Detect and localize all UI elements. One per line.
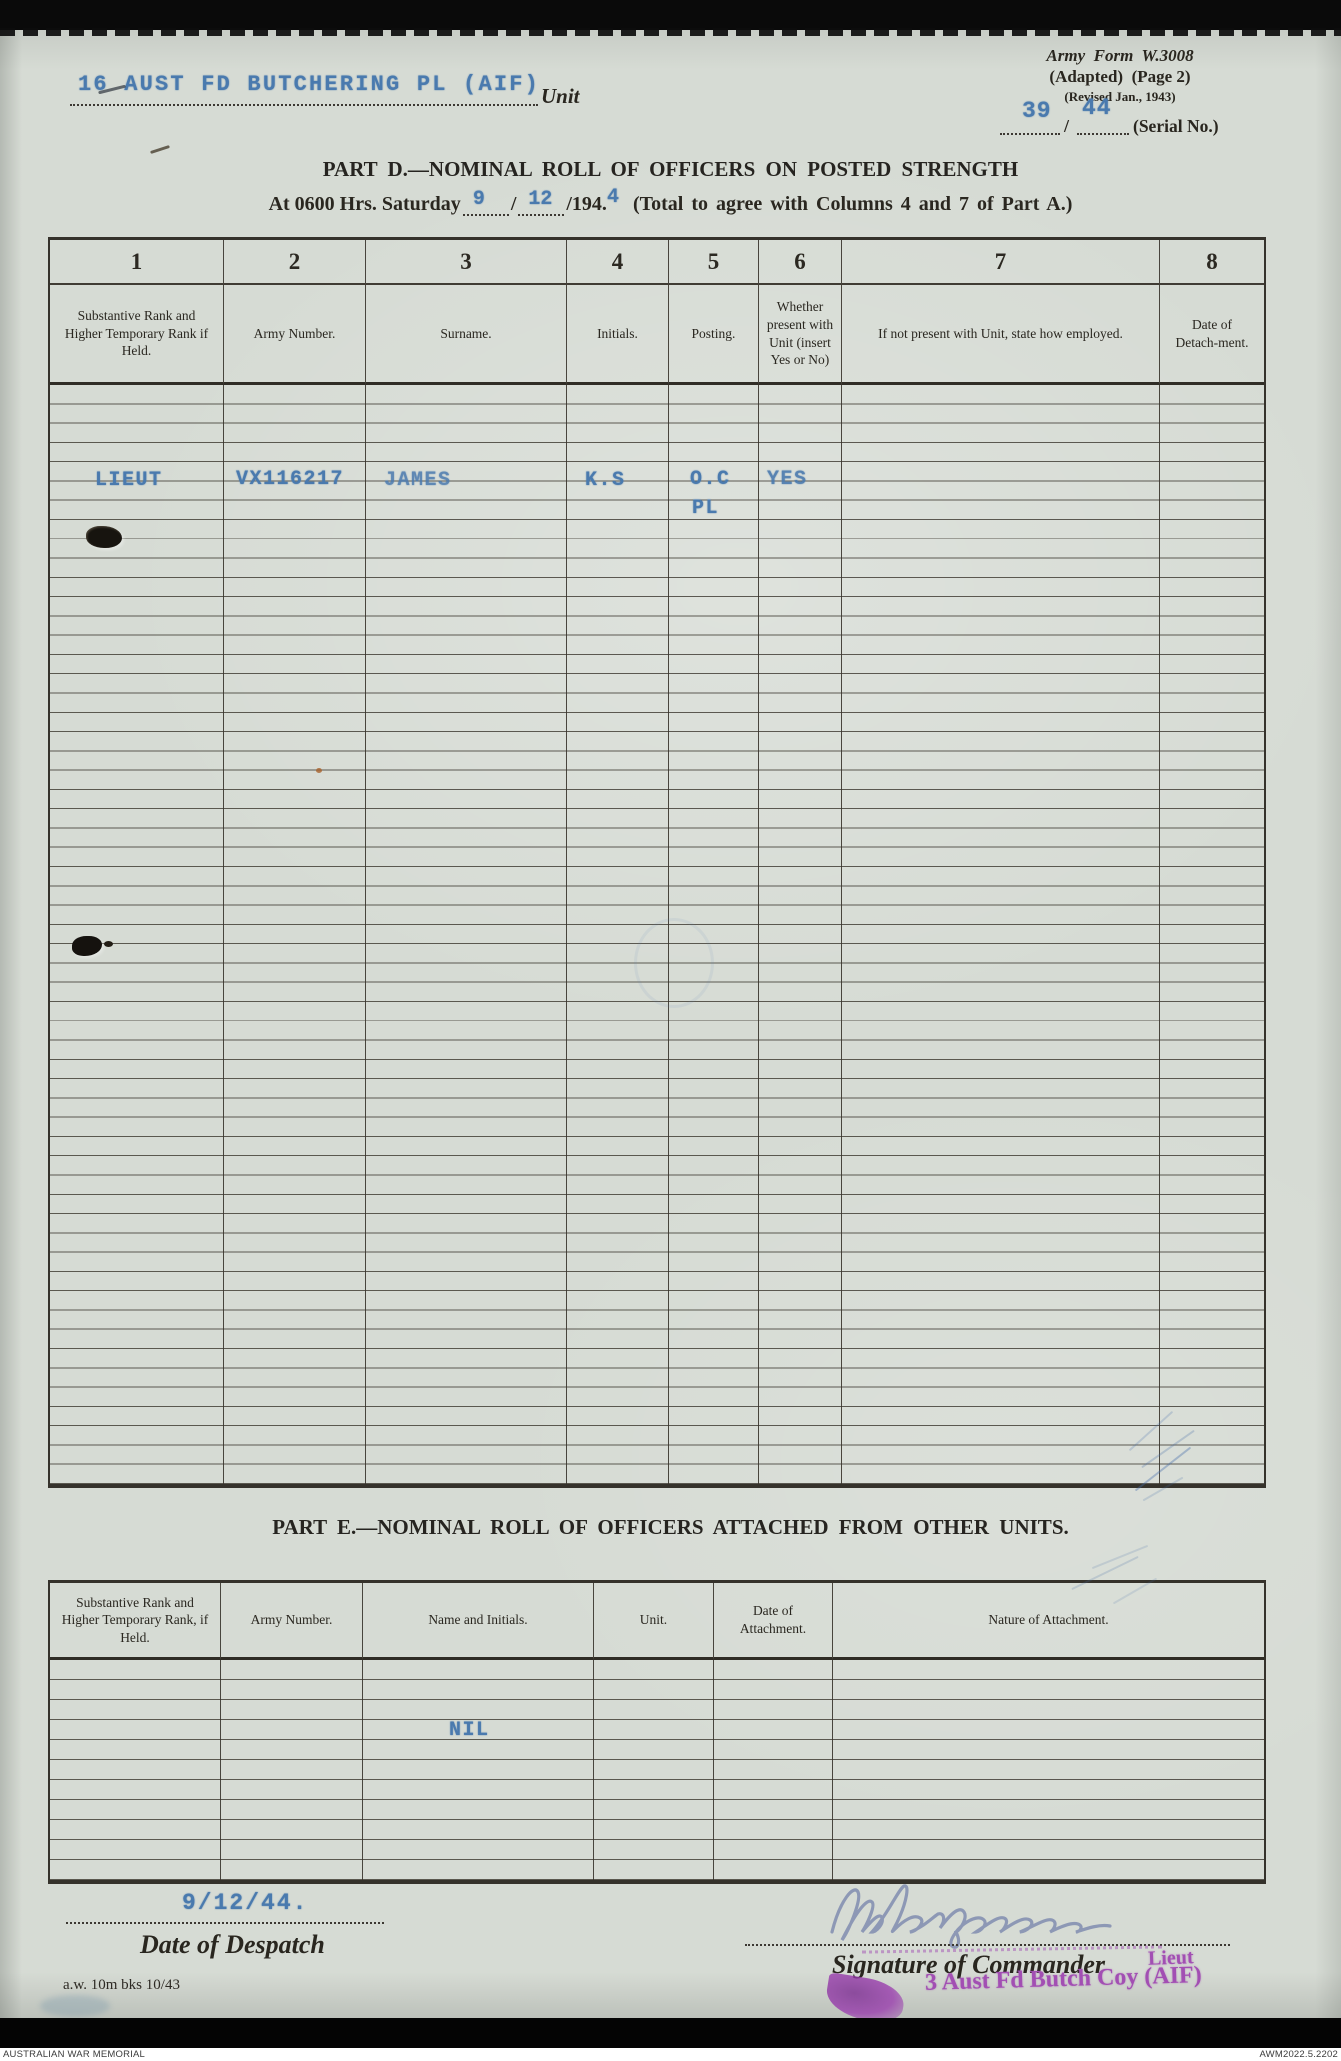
- col-4-number: 4: [567, 240, 669, 285]
- form-adapted-line: (Adapted) (Page 2): [1049, 67, 1191, 86]
- e-col-name-header: Name and Initials.: [363, 1583, 594, 1660]
- part-d-body-col-8: [1160, 385, 1264, 1484]
- e-col-date-header: Date of Attachment.: [714, 1583, 833, 1660]
- col-initials-header: Initials.: [567, 285, 669, 385]
- entry-present: YES: [767, 468, 808, 491]
- serial-slash: /: [1064, 116, 1070, 136]
- part-d-body-col-1: [50, 385, 224, 1484]
- entry-initials: K.S: [585, 469, 626, 492]
- datetime-post-text: (Total to agree with Columns 4 and 7 of …: [632, 193, 1073, 215]
- part-d-body-col-3: [366, 385, 567, 1484]
- part-e-nil-entry: NIL: [449, 1719, 490, 1742]
- part-d-datetime-line: At 0600 Hrs. Saturday 9 / 12 /194. 4 (To…: [0, 188, 1341, 216]
- scan-bottom-black-bar: [0, 2018, 1341, 2048]
- datetime-pre-text: At 0600 Hrs. Saturday: [268, 193, 461, 215]
- serial-year-typed: 44: [1082, 95, 1112, 121]
- despatch-dotted-line: [66, 1922, 384, 1924]
- col-6-number: 6: [759, 240, 842, 285]
- date-month-slot: 12: [518, 190, 565, 216]
- col-1-number: 1: [50, 240, 224, 285]
- part-d-title: PART D.—NOMINAL ROLL OF OFFICERS ON POST…: [322, 157, 1019, 181]
- part-d-body-col-6: [759, 385, 842, 1484]
- signature-label: Signature of Commander: [832, 1950, 1106, 1979]
- serial-dotted-2: [1077, 133, 1129, 135]
- blue-edge-stain: [40, 1995, 110, 2017]
- e-col-unit-header: Unit.: [594, 1583, 714, 1660]
- serial-day-typed: 39: [1022, 98, 1052, 124]
- serial-dotted-1: [1000, 133, 1060, 135]
- awm-footer-right: AWM2022.5.2202: [1259, 2049, 1338, 2060]
- form-name: Army Form W.3008: [1046, 46, 1194, 65]
- paper-hole-2: [72, 936, 102, 956]
- paper-hole-2b: [104, 941, 113, 947]
- col-posting-header: Posting.: [669, 285, 759, 385]
- e-col-rank-header: Substantive Rank and Higher Temporary Ra…: [50, 1583, 221, 1660]
- col-surname-header: Surname.: [366, 285, 567, 385]
- unit-typed-value: 16 AUST FD BUTCHERING PL (AIF): [78, 72, 541, 97]
- entry-posting-line1: O.C: [690, 468, 731, 491]
- part-e-body-col-2: [221, 1660, 363, 1880]
- part-e-body-col-5: [714, 1660, 833, 1880]
- part-d-body-col-7: [842, 385, 1160, 1484]
- date-month-typed: 12: [528, 188, 553, 211]
- col-7-number: 7: [842, 240, 1160, 285]
- col-rank-header: Substantive Rank and Higher Temporary Ra…: [50, 285, 224, 385]
- date-separator-1: /: [510, 193, 517, 215]
- faint-ink-ring-stain: [634, 918, 714, 1008]
- commander-signature: [830, 1884, 1112, 1949]
- part-e-body-col-4: [594, 1660, 714, 1880]
- form-id-block: Army Form W.3008 (Adapted) (Page 2) (Rev…: [995, 46, 1245, 105]
- col-5-number: 5: [669, 240, 759, 285]
- e-col-army-number-header: Army Number.: [221, 1583, 363, 1660]
- part-d-body-col-2: [224, 385, 366, 1484]
- col-2-number: 2: [224, 240, 366, 285]
- date-day-slot: 9: [462, 190, 509, 216]
- col-employed-header: If not present with Unit, state how empl…: [842, 285, 1160, 385]
- unit-printed-label: Unit: [541, 84, 580, 108]
- e-col-nature-header: Nature of Attachment.: [833, 1583, 1264, 1660]
- serial-label: (Serial No.): [1133, 116, 1219, 136]
- awm-footer-left: AUSTRALIAN WAR MEMORIAL: [3, 2049, 146, 2060]
- paper-hole-1: [86, 526, 122, 548]
- part-e-body-col-1: [50, 1660, 221, 1880]
- date-day-typed: 9: [472, 188, 485, 211]
- date-year-typed: 4: [606, 186, 619, 209]
- entry-army-number: VX116217: [236, 468, 345, 491]
- col-detachment-header: Date of Detach-ment.: [1160, 285, 1264, 385]
- entry-surname: JAMES: [384, 469, 452, 492]
- part-d-table: 1 2 3 4 5 6 7 8 Substantive Rank and Hig…: [48, 237, 1266, 1488]
- entry-posting-line2: PL: [692, 497, 720, 520]
- rust-speck: [316, 768, 322, 773]
- col-army-number-header: Army Number.: [224, 285, 366, 385]
- part-e-title: PART E.—NOMINAL ROLL OF OFFICERS ATTACHE…: [272, 1515, 1069, 1539]
- date-year-prefix: /194.: [566, 193, 607, 215]
- part-e-body-col-3: [363, 1660, 594, 1880]
- entry-rank: LIEUT: [95, 469, 163, 492]
- despatch-date-typed: 9/12/44.: [182, 1890, 309, 1916]
- awm-footer: AUSTRALIAN WAR MEMORIAL AWM2022.5.2202: [0, 2048, 1341, 2061]
- despatch-label: Date of Despatch: [140, 1930, 325, 1959]
- col-3-number: 3: [366, 240, 567, 285]
- col-8-number: 8: [1160, 240, 1264, 285]
- part-e-table: Substantive Rank and Higher Temporary Ra…: [48, 1580, 1266, 1884]
- perforation-edge: [0, 28, 1341, 36]
- part-e-body-col-6: [833, 1660, 1264, 1880]
- unit-dotted-line: [70, 104, 538, 106]
- col-present-header: Whether present with Unit (insert Yes or…: [759, 285, 842, 385]
- signature-dotted-line: [745, 1944, 1230, 1946]
- print-code: a.w. 10m bks 10/43: [63, 1977, 180, 1993]
- form-revised-line: (Revised Jan., 1943): [1064, 89, 1176, 104]
